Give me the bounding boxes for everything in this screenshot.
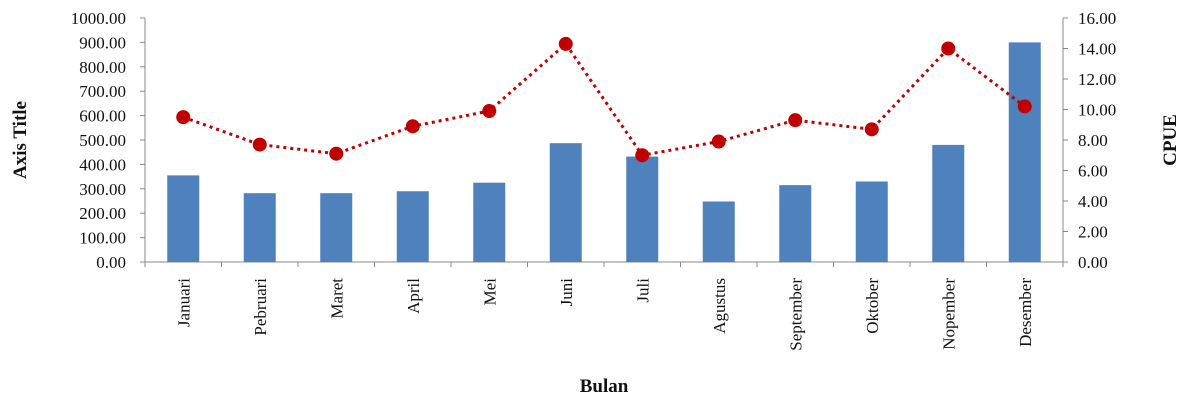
right-tick-label: 16.00: [1078, 9, 1116, 28]
line-point: [252, 137, 267, 152]
bar: [702, 201, 735, 262]
line-series: [176, 36, 1032, 163]
line-point: [864, 122, 879, 137]
x-category-label: Nopember: [939, 278, 958, 350]
line-point: [329, 146, 344, 161]
x-category-label: Pebruari: [251, 278, 270, 336]
x-category-label: Agustus: [710, 278, 729, 334]
right-y-axis: 0.00 2.00 4.00 6.00 8.00 10.00 12.00 14.00 16.00: [1062, 9, 1116, 272]
right-tick-label: 10.00: [1078, 101, 1116, 120]
y-axis-title: Axis Title: [10, 101, 31, 179]
x-category-label: September: [786, 278, 805, 351]
bar: [320, 193, 353, 262]
left-tick-label: 200.00: [79, 204, 126, 223]
right-tick-label: 4.00: [1078, 192, 1108, 211]
left-tick-label: 0.00: [96, 253, 126, 272]
left-y-axis: 0.00 100.00 200.00 300.00 400.00 500.00 600.00…: [71, 9, 146, 272]
x-category-label: Mei: [480, 278, 499, 306]
x-category-label: April: [404, 278, 423, 314]
line-point: [482, 104, 497, 119]
left-tick-label: 700.00: [79, 82, 126, 101]
bar: [779, 185, 812, 262]
x-category-label: Desember: [1016, 278, 1035, 347]
line-point: [405, 119, 420, 134]
left-tick-label: 400.00: [79, 155, 126, 174]
right-tick-label: 8.00: [1078, 131, 1108, 150]
x-category-label: Maret: [327, 278, 346, 319]
line-point: [635, 148, 650, 163]
x-axis-title: Bulan: [580, 376, 629, 397]
left-tick-label: 600.00: [79, 107, 126, 126]
bar: [855, 181, 888, 262]
bar: [396, 191, 429, 262]
x-category-label: Januari: [174, 278, 193, 327]
right-tick-label: 12.00: [1078, 70, 1116, 89]
bar: [473, 182, 506, 262]
y2-axis-title: CPUE: [1160, 114, 1181, 166]
left-tick-label: 300.00: [79, 180, 126, 199]
bar: [549, 143, 582, 262]
x-axis: Januari Pebruari Maret April Mei Juni Juli Agus…: [144, 261, 1064, 351]
left-tick-label: 1000.00: [71, 9, 126, 28]
bar: [243, 193, 276, 262]
right-tick-label: 2.00: [1078, 223, 1108, 242]
left-tick-label: 500.00: [79, 131, 126, 150]
series-line: [182, 41, 1026, 157]
bar: [1008, 42, 1041, 263]
bar: [626, 156, 659, 262]
right-tick-label: 14.00: [1078, 40, 1116, 59]
bar: [167, 175, 200, 262]
bar-series: [167, 42, 1041, 263]
left-tick-label: 900.00: [79, 33, 126, 52]
line-point: [711, 134, 726, 149]
line-point: [176, 110, 191, 125]
right-tick-label: 6.00: [1078, 162, 1108, 181]
bar: [932, 144, 965, 262]
left-tick-label: 800.00: [79, 58, 126, 77]
x-category-label: Juni: [557, 278, 576, 307]
line-point: [788, 113, 803, 128]
line-point: [941, 41, 956, 56]
x-category-label: Oktober: [863, 278, 882, 334]
left-tick-label: 100.00: [79, 229, 126, 248]
line-point: [558, 36, 573, 51]
right-tick-label: 0.00: [1078, 253, 1108, 272]
line-point: [1017, 99, 1032, 114]
x-category-label: Juli: [633, 278, 652, 303]
